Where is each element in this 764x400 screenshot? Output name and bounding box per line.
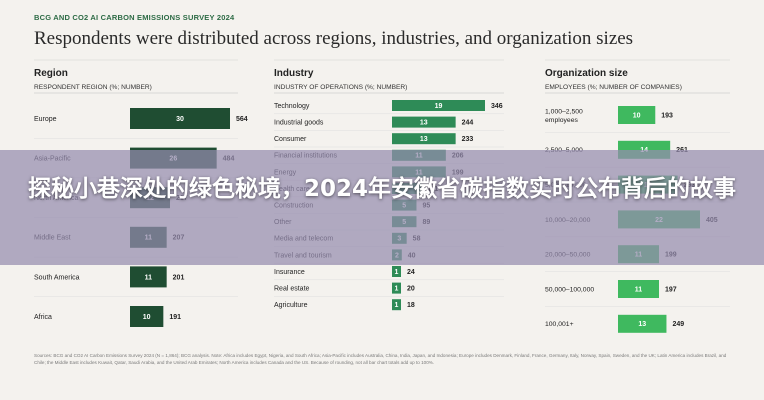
- bar-count-label: 24: [407, 269, 415, 276]
- bar-percent-label: 19: [435, 103, 443, 110]
- bar: [392, 266, 401, 277]
- bar-percent-label: 1: [395, 269, 399, 276]
- overlay-title: 探秘小巷深处的绿色秘境，2024年安徽省碳指数实时公布背后的故事: [27, 176, 736, 202]
- category-label: Consumer: [274, 136, 307, 143]
- bar-count-label: 20: [407, 286, 415, 293]
- category-label: Africa: [34, 314, 52, 321]
- bar-percent-label: 13: [420, 120, 428, 127]
- bar-count-label: 193: [661, 112, 673, 119]
- bar: [618, 280, 659, 298]
- bar-count-label: 244: [462, 120, 474, 127]
- bar-count-label: 233: [462, 136, 474, 143]
- category-label: Agriculture: [274, 302, 308, 309]
- bar-percent-label: 1: [395, 302, 399, 309]
- bar-percent-label: 13: [638, 321, 646, 328]
- bar: [618, 106, 656, 124]
- bar-percent-label: 1: [395, 286, 399, 293]
- category-label-line2: employees: [545, 117, 578, 124]
- bar: [392, 282, 401, 294]
- category-label: Real estate: [274, 286, 310, 293]
- panel-subtitle: RESPONDENT REGION (%; NUMBER): [34, 84, 152, 91]
- category-label: Insurance: [274, 269, 305, 276]
- panel-subtitle: EMPLOYEES (%; NUMBER OF COMPANIES): [545, 84, 682, 91]
- panel-subtitle: INDUSTRY OF OPERATIONS (%; NUMBER): [274, 84, 407, 91]
- bar: [392, 100, 485, 111]
- bar-percent-label: 10: [143, 314, 151, 321]
- category-label: 1,000–2,500: [545, 109, 583, 116]
- bar: [392, 133, 456, 145]
- bar: [618, 314, 667, 333]
- survey-label: BCG AND CO2 AI CARBON EMISSIONS SURVEY 2…: [34, 13, 235, 22]
- bar-count-label: 197: [665, 286, 677, 293]
- bar: [130, 306, 164, 327]
- category-label: Industrial goods: [274, 120, 324, 127]
- bar-percent-label: 10: [633, 112, 641, 119]
- bar-count-label: 18: [407, 302, 415, 309]
- category-label: 100,001+: [545, 321, 574, 328]
- category-label: Europe: [34, 116, 57, 123]
- panel-title: Industry: [274, 68, 314, 79]
- bar: [392, 299, 401, 311]
- bar: [130, 266, 167, 288]
- bar-percent-label: 13: [420, 136, 428, 143]
- panel-title: Region: [34, 68, 68, 79]
- bar: [392, 116, 456, 128]
- category-label: Technology: [274, 103, 310, 110]
- panel-title: Organization size: [545, 68, 628, 79]
- bar-count-label: 346: [491, 103, 503, 110]
- bar-percent-label: 11: [145, 274, 153, 281]
- bar-count-label: 564: [236, 116, 248, 123]
- bar-count-label: 191: [169, 314, 181, 321]
- bar-count-label: 249: [672, 321, 684, 328]
- bar-count-label: 201: [173, 274, 185, 281]
- bar-percent-label: 30: [176, 116, 184, 123]
- overlay-banner: [0, 150, 764, 265]
- bar-percent-label: 11: [635, 286, 643, 293]
- sources-note: Sources: BCG and CO2 AI Carbon Emissions…: [34, 353, 727, 366]
- page-headline: Respondents were distributed across regi…: [34, 28, 634, 49]
- category-label: 50,000–100,000: [545, 286, 594, 293]
- category-label: South America: [34, 274, 80, 281]
- bar: [130, 108, 230, 129]
